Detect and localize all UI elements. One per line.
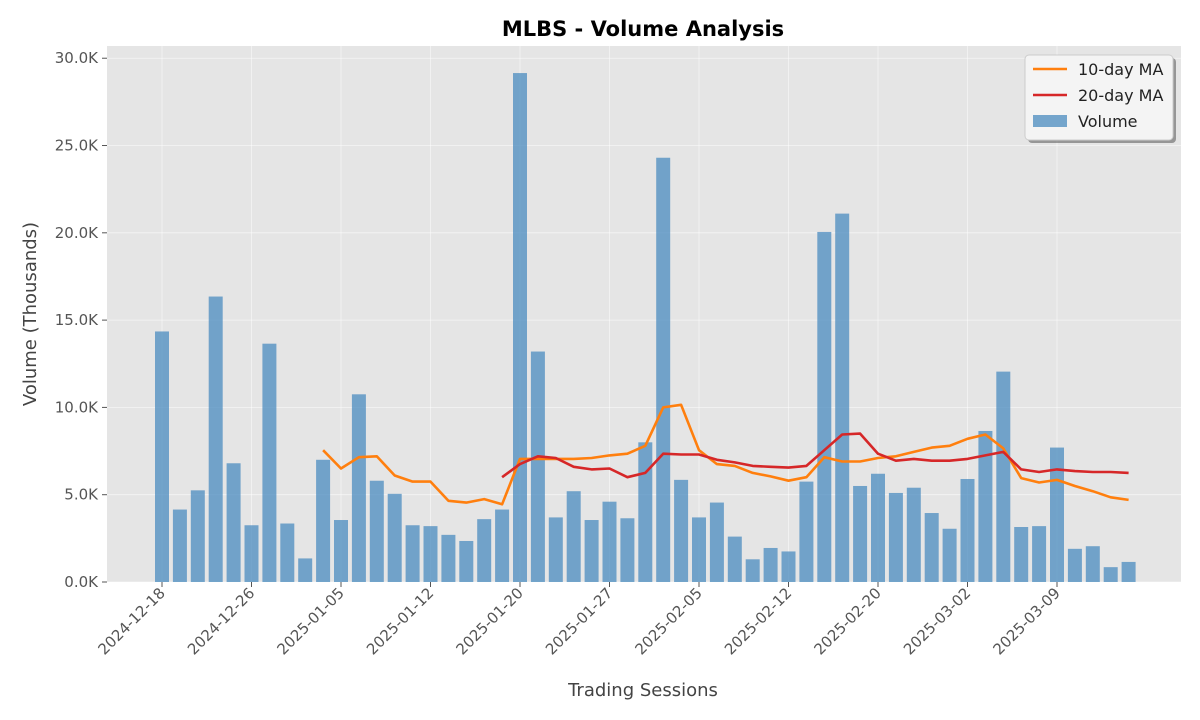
volume-bar <box>1121 561 1136 582</box>
volume-bar <box>924 513 939 582</box>
volume-bar <box>853 485 868 582</box>
volume-bar <box>871 473 885 582</box>
volume-bar <box>906 487 921 582</box>
volume-bar <box>763 547 778 582</box>
volume-bar <box>1014 527 1029 582</box>
ma10-line <box>322 403 1129 506</box>
volume-bar <box>387 493 402 582</box>
y-tick-label: 5.0K <box>64 486 99 504</box>
volume-bar <box>334 520 348 582</box>
legend: 10-day MA 20-day MA Volume <box>1024 54 1176 143</box>
volume-bar <box>996 371 1011 582</box>
volume-bar <box>566 491 581 582</box>
volume-bar <box>513 73 527 582</box>
volume-bar <box>674 479 689 582</box>
volume-bar <box>477 519 492 582</box>
x-axis-label: Trading Sessions <box>567 680 718 701</box>
moving-average-lines <box>322 403 1129 506</box>
volume-bar <box>727 536 742 582</box>
y-tick-label: 30.0K <box>55 49 99 67</box>
volume-bar <box>351 394 366 582</box>
volume-bar <box>208 296 223 582</box>
volume-bar <box>369 480 384 582</box>
volume-bar <box>1067 548 1082 582</box>
volume-bar <box>656 157 671 582</box>
volume-bar <box>960 478 975 582</box>
volume-bar <box>298 558 313 582</box>
volume-bar <box>548 517 563 582</box>
volume-bar <box>172 509 187 582</box>
volume-bar <box>835 213 850 582</box>
y-axis-label: Volume (Thousands) <box>20 222 41 406</box>
volume-bar <box>316 459 331 582</box>
volume-bar <box>709 502 724 582</box>
volume-bar <box>602 501 617 582</box>
y-axis-ticks: 0.0K 5.0K 10.0K 15.0K 20.0K 25.0K 30.0K <box>55 49 107 591</box>
y-tick-label: 10.0K <box>55 398 99 416</box>
volume-bar <box>1085 546 1100 582</box>
legend-volume-swatch <box>1033 115 1067 127</box>
volume-bar <box>745 559 760 582</box>
volume-bar <box>888 492 903 582</box>
volume-bar <box>942 528 957 582</box>
volume-bar <box>495 509 510 582</box>
volume-bar <box>423 526 438 582</box>
volume-bar <box>280 523 295 582</box>
volume-bar <box>638 442 653 582</box>
volume-bar <box>244 525 259 582</box>
volume-bar <box>692 517 706 582</box>
volume-bar <box>226 463 241 582</box>
legend-ma10-label: 10-day MA <box>1078 60 1163 79</box>
y-tick-label: 0.0K <box>64 573 99 591</box>
volume-bar <box>817 231 832 583</box>
volume-bar <box>155 331 169 582</box>
volume-bar <box>799 481 814 582</box>
volume-bar <box>620 518 635 582</box>
volume-bar <box>978 430 993 582</box>
legend-ma20-label: 20-day MA <box>1078 86 1163 105</box>
chart-title: MLBS - Volume Analysis <box>502 17 784 41</box>
volume-bar <box>1032 526 1047 582</box>
y-tick-label: 20.0K <box>55 224 99 242</box>
volume-bar <box>262 343 277 582</box>
volume-bar <box>459 540 474 582</box>
legend-volume-label: Volume <box>1078 112 1138 131</box>
volume-bar <box>1103 567 1118 582</box>
volume-bar <box>781 551 796 582</box>
ma20-line <box>501 432 1129 479</box>
volume-bar <box>441 534 456 582</box>
volume-bar <box>405 525 420 582</box>
y-tick-label: 25.0K <box>55 137 99 155</box>
volume-bar <box>1050 447 1064 582</box>
volume-bar <box>584 520 599 582</box>
volume-bar <box>190 490 205 582</box>
volume-bar <box>530 351 545 582</box>
volume-bars <box>155 73 1136 583</box>
y-tick-label: 15.0K <box>55 311 99 329</box>
